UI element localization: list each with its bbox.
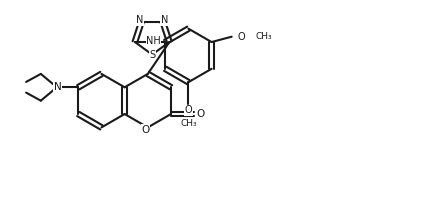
Text: O: O xyxy=(237,32,245,42)
Text: CH₃: CH₃ xyxy=(180,119,197,127)
Text: O: O xyxy=(196,109,204,119)
Text: CH₃: CH₃ xyxy=(255,32,272,41)
Text: O: O xyxy=(142,125,150,135)
Text: O: O xyxy=(184,105,192,115)
Text: N: N xyxy=(54,82,61,92)
Text: N: N xyxy=(161,16,168,25)
Text: NH: NH xyxy=(146,36,161,46)
Text: N: N xyxy=(136,16,143,25)
Text: S: S xyxy=(149,50,155,59)
